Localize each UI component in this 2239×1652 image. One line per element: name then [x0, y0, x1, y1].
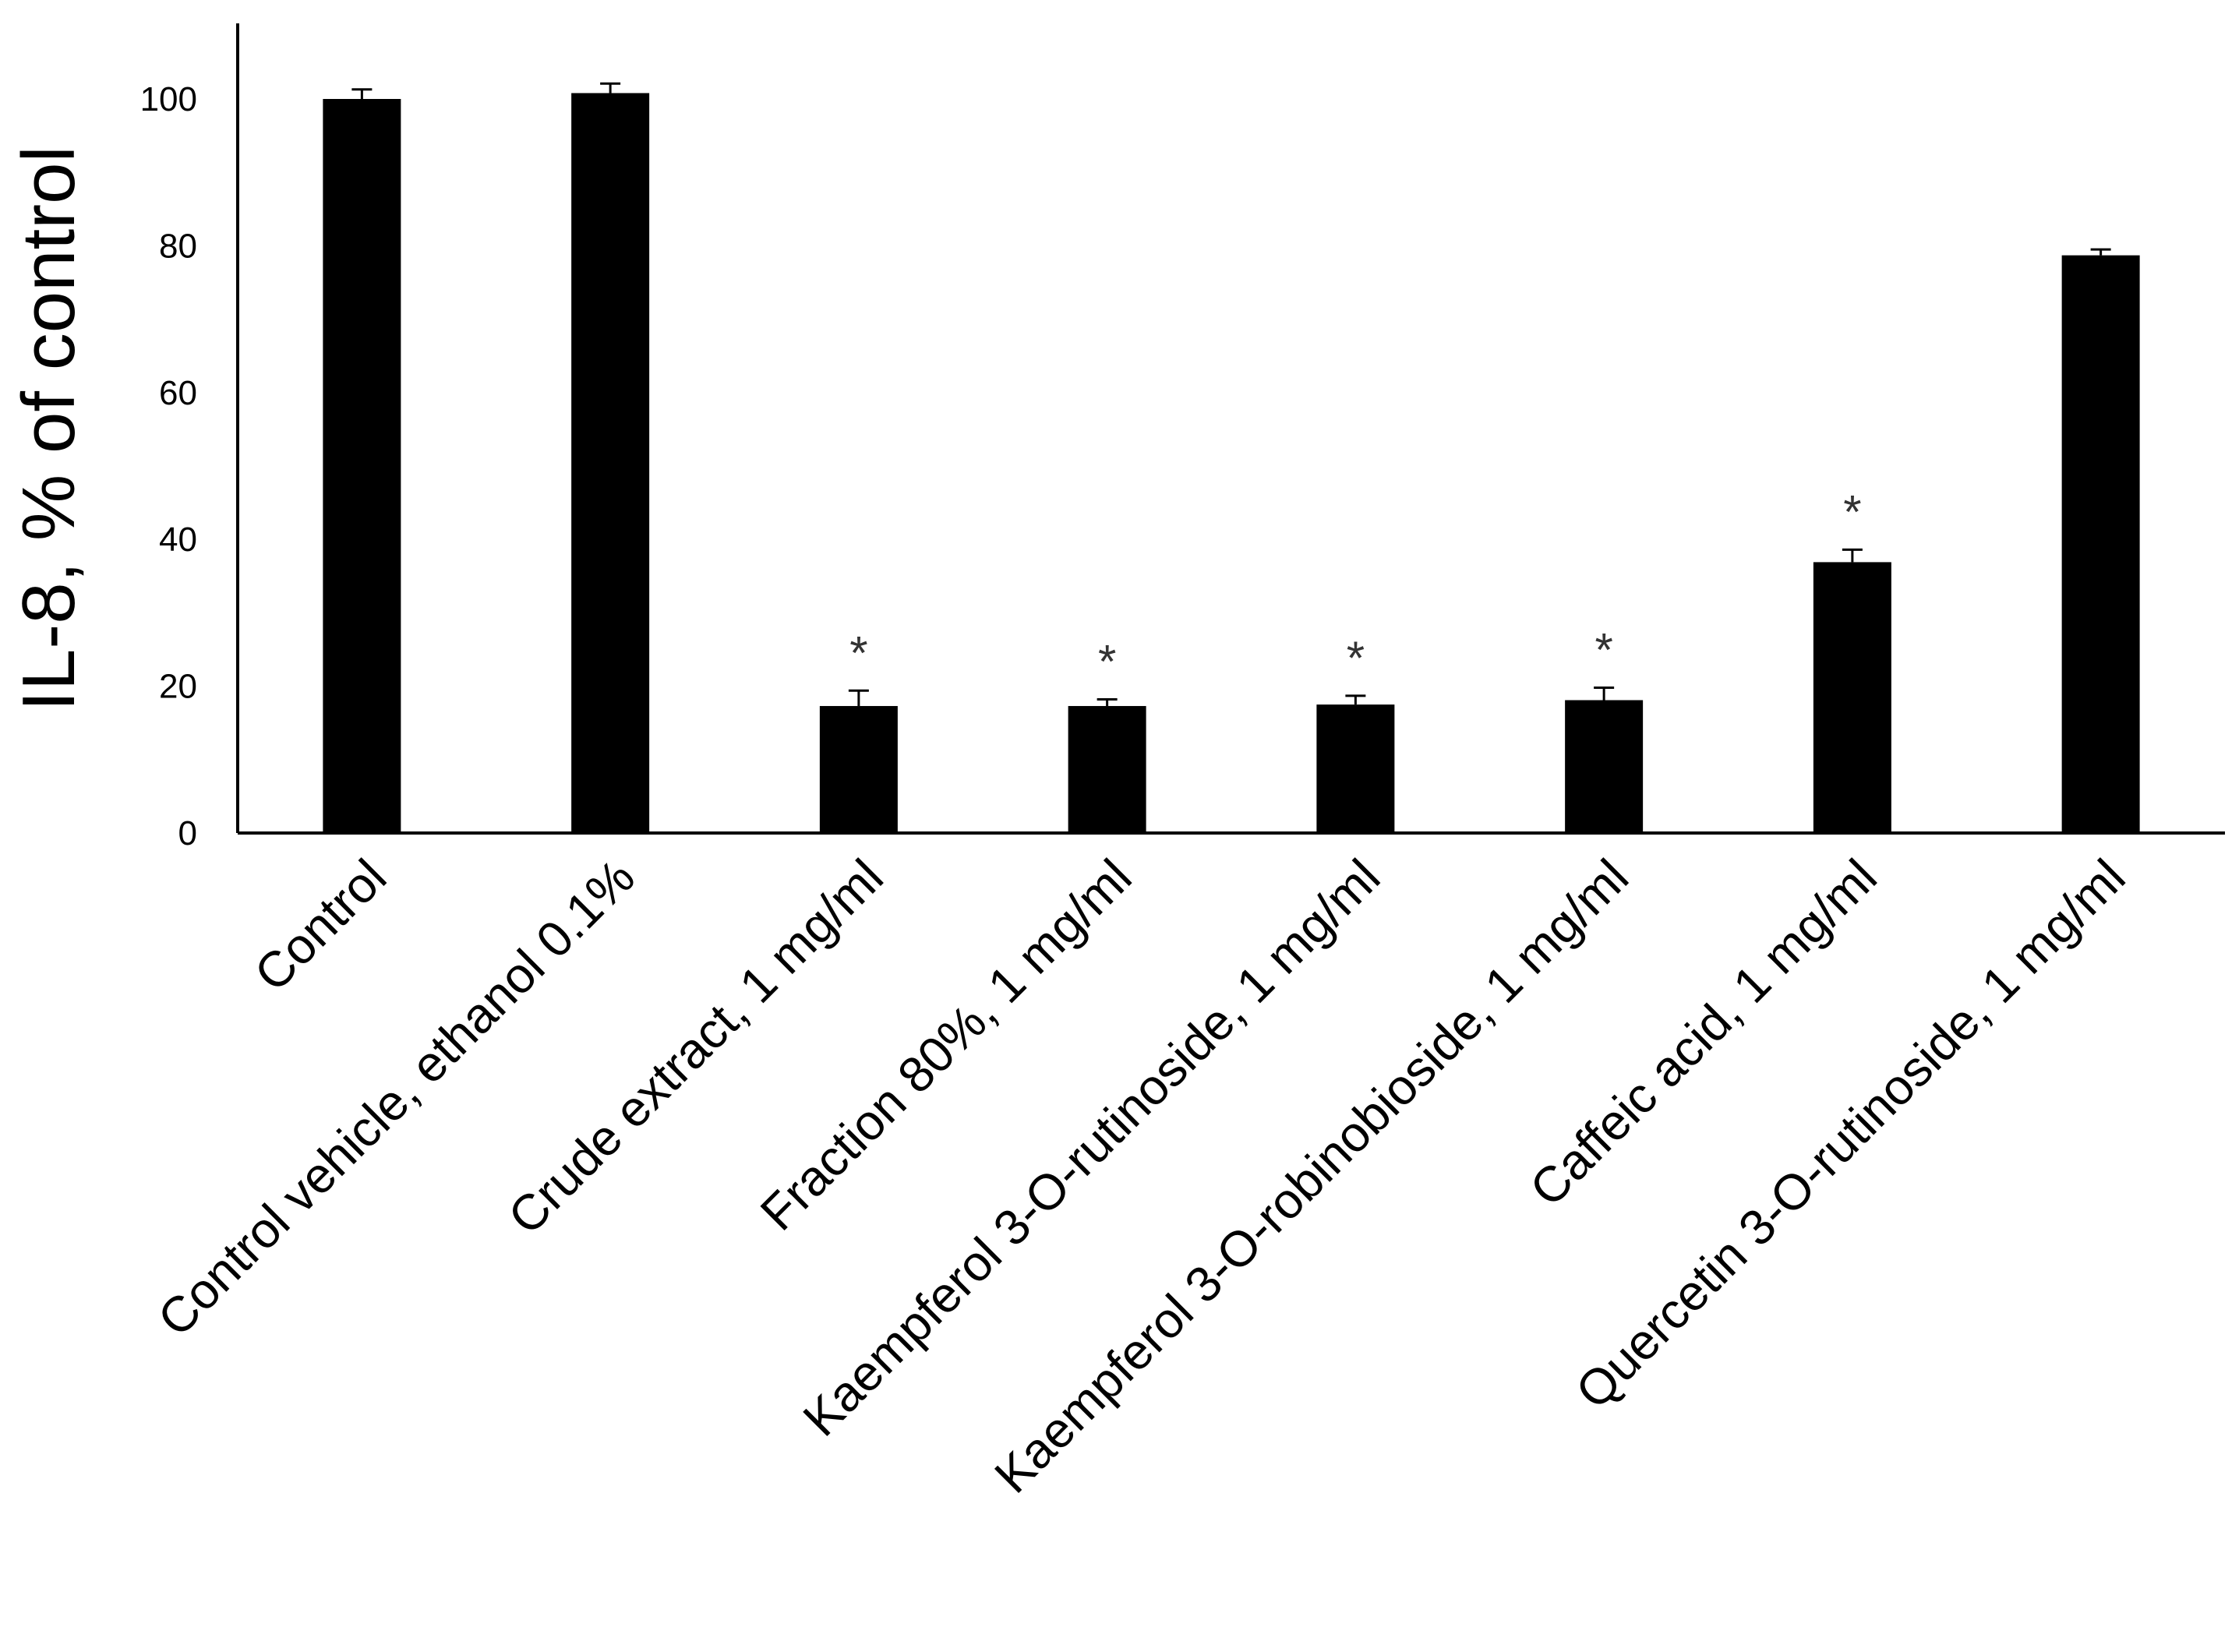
bar [1068, 706, 1146, 833]
y-tick-label: 40 [159, 521, 197, 559]
y-tick-label: 80 [159, 227, 197, 265]
y-axis: 0 20 40 60 80 100 [140, 23, 2225, 852]
bar [1316, 704, 1395, 833]
bar [323, 99, 401, 833]
significance-marker: * [1594, 623, 1612, 676]
y-axis-title: IL-8, % of control [7, 146, 90, 711]
x-tick-label: Control [243, 849, 397, 1002]
bar [1565, 700, 1644, 833]
bar [571, 93, 650, 834]
y-tick-label: 60 [159, 374, 197, 412]
bar [2061, 255, 2140, 833]
bar [819, 706, 898, 833]
x-tick-label: Control vehicle, ethanol 0.1% [147, 849, 645, 1347]
significance-marker: * [1843, 485, 1861, 538]
x-tick-label: Quercetin 3-O-rutinoside, 1 mg/ml [1565, 849, 2135, 1419]
significance-marker: * [849, 627, 867, 679]
y-tick-label: 0 [178, 814, 197, 852]
significance-marker: * [1347, 632, 1365, 684]
significance-marker: * [1098, 636, 1116, 688]
bar [1813, 562, 1891, 833]
y-tick-label: 20 [159, 668, 197, 706]
bars: * * * * * [323, 82, 2140, 834]
y-tick-label: 100 [140, 80, 197, 118]
